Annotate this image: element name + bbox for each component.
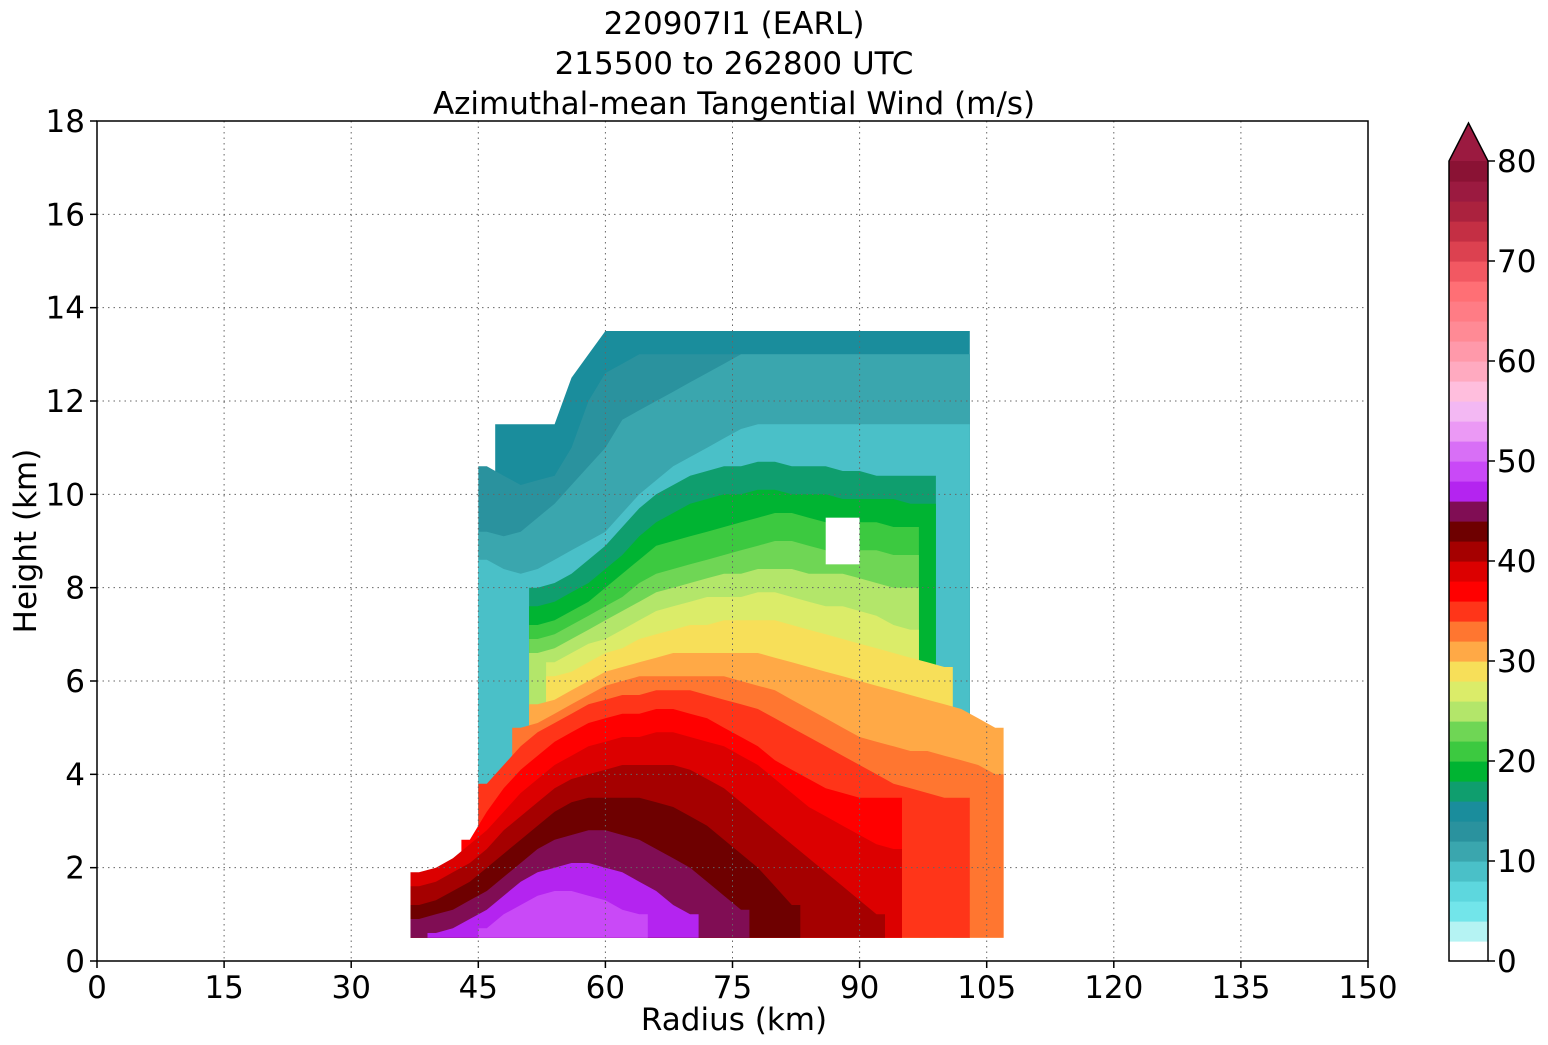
colorbar-segment [1449,221,1488,242]
colorbar-segment [1449,801,1488,822]
colorbar-segment [1449,621,1488,642]
colorbar-segment [1449,281,1488,302]
colorbar-segment [1449,321,1488,342]
colorbar-segment [1449,861,1488,882]
colorbar-segment [1449,261,1488,282]
x-tick-label: 90 [840,970,879,1006]
colorbar-segment [1449,421,1488,442]
colorbar-tick-label: 70 [1497,244,1536,280]
colorbar-segment [1449,521,1488,542]
y-tick-label: 12 [46,384,85,420]
colorbar-tick-label: 60 [1497,344,1536,380]
colorbar-segment [1449,161,1488,182]
title-line-1: 220907I1 (EARL) [604,6,865,42]
y-tick-label: 0 [65,944,85,980]
colorbar-tick-label: 20 [1497,744,1536,780]
y-tick-label: 8 [65,571,85,607]
x-tick-label: 60 [586,970,625,1006]
colorbar-segment [1449,501,1488,522]
title-line-2: 215500 to 262800 UTC [555,46,914,82]
colorbar-tick-label: 40 [1497,544,1536,580]
missing-data-block [825,517,860,565]
x-axis-ticks: 0 15 30 45 60 75 90 105 120 135 150 [87,961,1398,1006]
colorbar-segment [1449,201,1488,222]
colorbar-segment [1449,181,1488,202]
x-tick-label: 135 [1211,970,1270,1006]
y-tick-label: 18 [46,104,85,140]
colorbar-segment [1449,661,1488,682]
colorbar: 0 10 20 30 40 50 60 70 80 [1448,121,1536,980]
chart-title: 220907I1 (EARL) 215500 to 262800 UTC Azi… [433,6,1035,122]
colorbar-tick-label: 30 [1497,644,1536,680]
colorbar-segment [1449,301,1488,322]
colorbar-segment [1449,781,1488,802]
colorbar-tick-label: 10 [1497,844,1536,880]
x-axis-label: Radius (km) [641,1002,827,1038]
colorbar-segment [1449,681,1488,702]
colorbar-segment [1449,361,1488,382]
y-axis-ticks: 0 2 4 6 8 10 12 14 16 18 [46,104,97,980]
colorbar-segment [1449,881,1488,902]
y-tick-label: 6 [65,664,85,700]
grid-lines [97,121,1368,961]
colorbar-extend-arrow [1449,123,1488,161]
plot-area: 0 15 30 45 60 75 90 105 120 135 150 0 2 4 6 8 10 12 14 16 1… [46,104,1398,1006]
colorbar-segment [1449,461,1488,482]
x-tick-label: 15 [204,970,243,1006]
colorbar-segment [1449,821,1488,842]
colorbar-segment [1449,741,1488,762]
x-tick-label: 30 [331,970,370,1006]
colorbar-segment [1449,841,1488,862]
y-tick-label: 14 [46,291,85,327]
colorbar-segment [1449,721,1488,742]
colorbar-frame [1448,121,1489,962]
colorbar-segment [1449,481,1488,502]
colorbar-segment [1449,341,1488,362]
y-axis-label: Height (km) [8,449,44,634]
colorbar-segment [1449,701,1488,722]
colorbar-tick-label: 0 [1497,944,1517,980]
colorbar-segment [1449,581,1488,602]
colorbar-tick-label: 80 [1497,144,1536,180]
title-line-3: Azimuthal-mean Tangential Wind (m/s) [433,86,1035,122]
colorbar-segment [1449,381,1488,402]
y-tick-label: 4 [65,757,85,793]
contour-fill-layer [410,331,1004,938]
x-tick-label: 105 [957,970,1016,1006]
x-tick-label: 45 [459,970,498,1006]
x-tick-label: 150 [1338,970,1397,1006]
x-tick-label: 75 [713,970,752,1006]
x-tick-label: 0 [87,970,107,1006]
colorbar-tick-label: 50 [1497,444,1536,480]
colorbar-segment [1449,561,1488,582]
y-tick-label: 2 [65,851,85,887]
colorbar-segment [1449,441,1488,462]
colorbar-segment [1449,601,1488,622]
colorbar-segment [1449,941,1488,962]
colorbar-segment [1449,401,1488,422]
colorbar-segment [1449,641,1488,662]
colorbar-segment [1449,541,1488,562]
y-tick-label: 10 [46,477,85,513]
colorbar-segment [1449,921,1488,942]
colorbar-segment [1449,901,1488,922]
colorbar-segment [1449,241,1488,262]
colorbar-segment [1449,761,1488,782]
x-tick-label: 120 [1084,970,1143,1006]
y-tick-label: 16 [46,197,85,233]
